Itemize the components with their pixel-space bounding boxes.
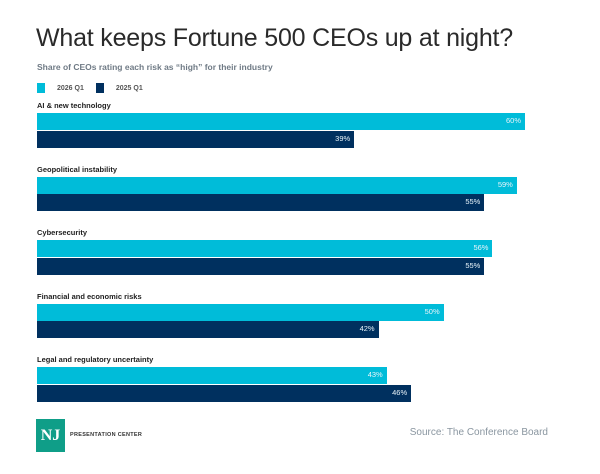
legend-item-2026: 2026 Q1: [37, 83, 84, 93]
legend-item-2025: 2025 Q1: [95, 83, 143, 93]
legend-swatch-2026: [37, 83, 45, 93]
data-label: 42%: [359, 324, 375, 333]
data-label: 60%: [505, 116, 521, 125]
legend-label-2026: 2026 Q1: [57, 84, 84, 92]
data-label: 46%: [392, 387, 408, 397]
category-label: Cybersecurity: [37, 228, 88, 237]
brand-name: PRESENTATION CENTER: [70, 432, 143, 438]
data-label: 50%: [424, 306, 440, 316]
data-label: 55%: [465, 260, 481, 270]
bar-2025-q1: 55%: [37, 194, 485, 211]
data-label: 56%: [473, 243, 489, 252]
bar-2026-q1: 60%: [37, 113, 525, 130]
bar-2025-q1: 55%: [37, 257, 485, 275]
nj-logo: NJ: [36, 419, 65, 452]
bar-2025-q1: 42%: [37, 321, 379, 338]
bar-2025-q1: 46%: [37, 384, 412, 402]
bar-2026-q1: 56%: [37, 240, 493, 257]
logo-text: NJ: [40, 426, 61, 444]
legend: 2026 Q1 2025 Q1: [37, 82, 155, 94]
data-label: 43%: [367, 370, 383, 379]
data-label: 55%: [465, 197, 481, 206]
legend-swatch-2025: [95, 83, 104, 93]
bar-2025-q1: 39%: [37, 130, 355, 148]
source-note: Source: The Conference Board: [409, 427, 548, 438]
chart-subtitle: Share of CEOs rating each risk as “high”…: [37, 62, 273, 72]
data-label: 39%: [335, 133, 351, 143]
category-label: Geopolitical instability: [37, 164, 118, 174]
bar-2026-q1: 43%: [37, 367, 387, 384]
data-label: 59%: [497, 179, 513, 189]
category-label: Financial and economic risks: [37, 291, 142, 301]
bar-2026-q1: 59%: [37, 176, 517, 194]
legend-label-2025: 2025 Q1: [115, 84, 143, 92]
bar-2026-q1: 50%: [37, 303, 444, 321]
category-label: AI & new technology: [37, 101, 111, 110]
category-label: Legal and regulatory uncertainty: [37, 355, 154, 364]
chart-title: What keeps Fortune 500 CEOs up at night?: [36, 24, 513, 52]
